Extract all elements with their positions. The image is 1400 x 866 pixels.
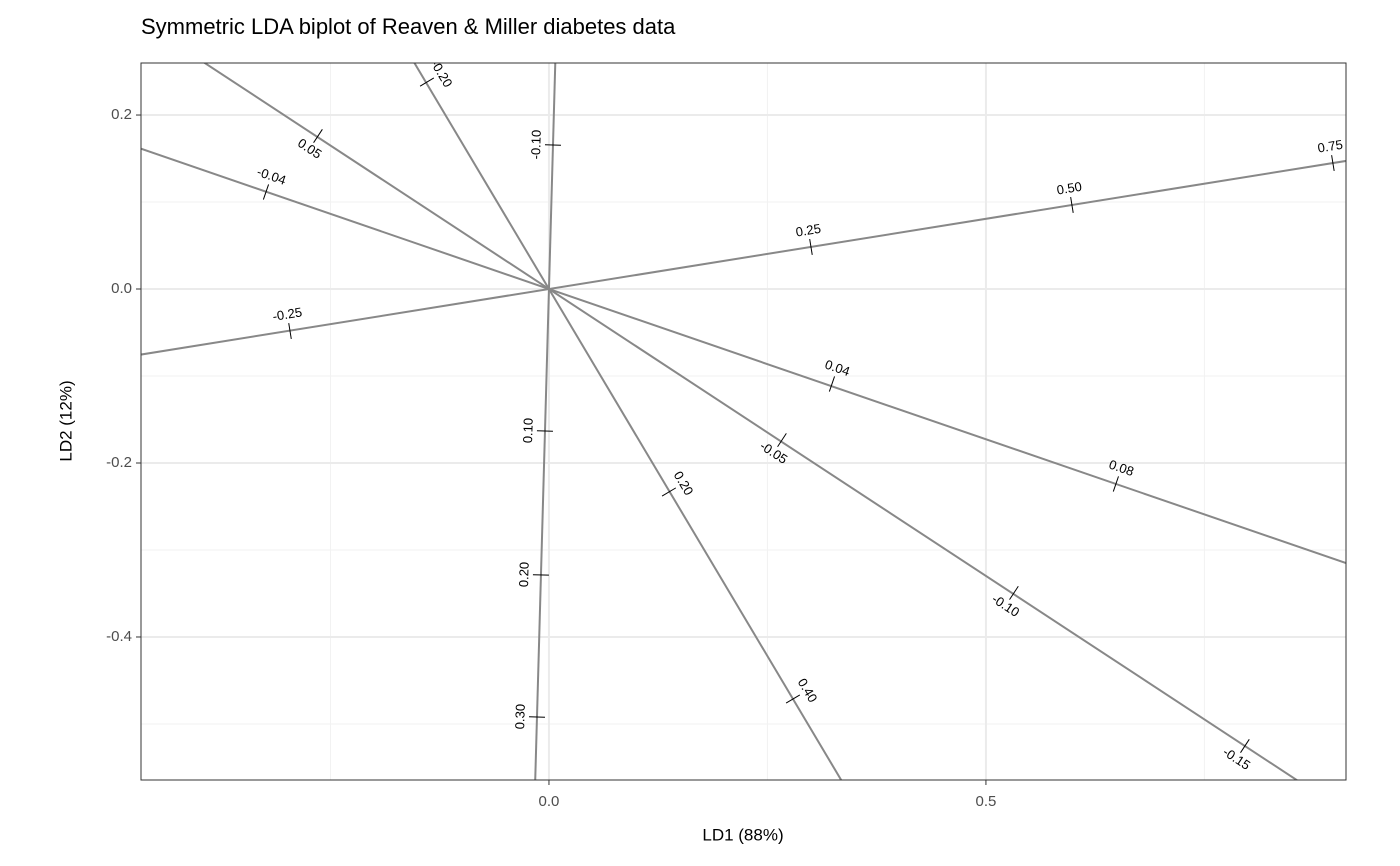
biplot-tick [777,433,787,447]
y-tick-label: 0.0 [111,280,132,297]
grid [141,63,1346,780]
biplot-tick [828,376,836,392]
biplot-tick [1331,155,1335,172]
biplot-tick [809,239,813,255]
y-tick-label: 0.2 [111,106,132,123]
biplot-tick-label: 0.25 [795,221,822,240]
y-tick-label: -0.2 [106,454,132,471]
biplot-tick [313,129,323,143]
axes: 0.0 0.5 0.2 0.0 -0.2 -0.4 [106,106,996,810]
chart-title: Symmetric LDA biplot of Reaven & Miller … [141,14,676,39]
biplot-tick [419,77,435,87]
biplot-tick [262,184,270,200]
x-axis-label: LD1 (88%) [702,825,783,844]
biplot-tick-label: 0.20 [516,562,532,588]
biplot-axis [534,63,557,780]
biplot-tick-label: -0.10 [528,130,544,160]
biplot-tick-label: 0.75 [1316,137,1343,156]
biplot-tick-label: 0.10 [520,418,536,444]
y-tick-label: -0.4 [106,628,132,645]
biplot-tick [785,694,801,704]
panel-border [140,62,1347,781]
biplot-tick-label: -0.04 [255,164,288,188]
y-axis-label: LD2 (12%) [56,380,75,461]
biplot-tick-label: 0.50 [1056,179,1083,198]
biplot-tick-label: -0.25 [271,304,303,324]
biplot-tick [1240,739,1250,753]
biplot-tick-label: 0.30 [512,704,528,730]
biplot-tick [1112,476,1119,492]
biplot-tick [288,323,292,340]
biplot-tick-label: -0.20 [428,57,456,90]
biplot-tick-label: 0.20 [671,469,697,498]
biplot-tick [1009,586,1019,600]
biplot-tick [661,487,677,497]
x-tick-label: 0.5 [976,793,997,810]
biplot-tick-label: 0.08 [1107,457,1136,479]
x-tick-label: 0.0 [539,793,560,810]
biplot-tick [1070,196,1074,213]
biplot-tick-label: 0.40 [795,676,821,705]
